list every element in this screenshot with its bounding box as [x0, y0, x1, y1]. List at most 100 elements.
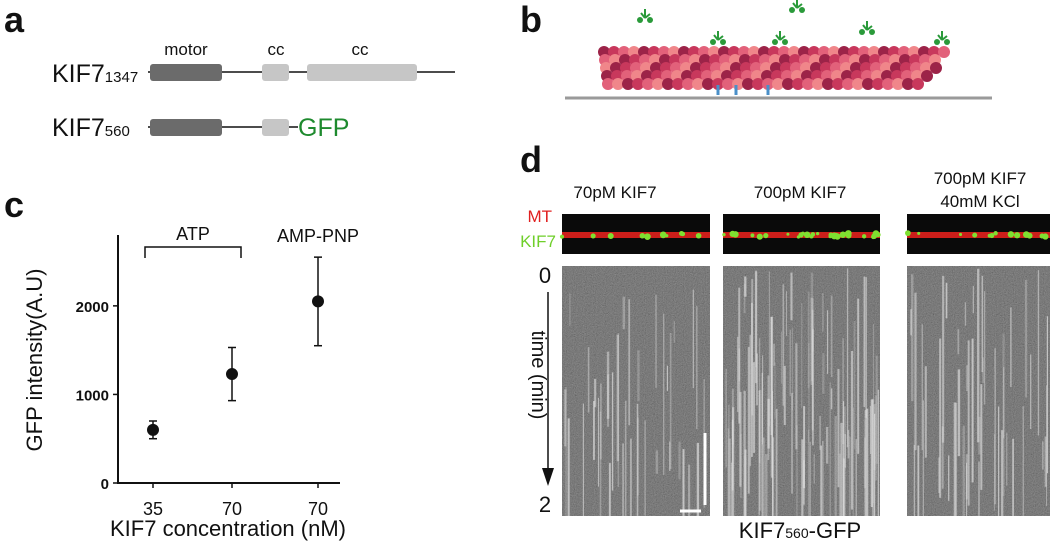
tubulin	[822, 78, 834, 90]
kymograph-track	[842, 401, 845, 516]
kymograph-track	[957, 329, 960, 355]
kif7-signal	[1014, 232, 1021, 239]
kymograph-track	[993, 434, 996, 511]
kymograph-track	[796, 425, 798, 516]
motor	[713, 31, 724, 41]
tubulin	[652, 78, 664, 90]
chart: c ATP AMP-PNP GFP intensity(A.U) KIF7 co…	[4, 184, 359, 541]
kymograph-track	[663, 313, 665, 475]
kymograph-track	[954, 402, 958, 516]
kymograph-track	[811, 329, 814, 446]
kymograph-track	[594, 378, 597, 408]
kymograph-track	[636, 417, 640, 496]
kymograph-track	[666, 365, 668, 391]
tubulin	[602, 78, 614, 90]
kymograph-track	[811, 309, 814, 431]
annotation: AMP-PNP	[277, 226, 359, 246]
kymograph-track	[600, 383, 602, 460]
kymograph-track	[840, 422, 843, 516]
kymograph-track	[759, 390, 762, 511]
domain-label: motor	[164, 40, 208, 59]
kymograph-track	[616, 334, 620, 462]
panel-label: c	[4, 184, 24, 225]
kymograph-track	[967, 340, 970, 506]
tubulin	[912, 78, 924, 90]
kif7-signal	[989, 233, 995, 239]
kymograph-track	[863, 276, 866, 408]
kymograph-track	[844, 434, 846, 468]
motor	[792, 0, 803, 9]
construct-name: KIF71347	[52, 60, 138, 88]
kymograph-track	[762, 355, 764, 445]
kymograph-track	[673, 321, 675, 343]
kymograph-track	[871, 399, 875, 516]
point	[226, 368, 238, 381]
y-tick-label: 1000	[76, 387, 109, 404]
kymograph-track	[622, 296, 626, 330]
kymograph-track	[744, 276, 747, 297]
kymograph-track	[773, 343, 775, 366]
motor-head	[647, 17, 653, 23]
kymograph-track	[850, 350, 854, 510]
kymograph-track	[738, 287, 741, 424]
kif7-signal	[828, 234, 832, 239]
point	[312, 295, 324, 308]
point	[147, 423, 159, 436]
kymograph-track	[569, 293, 571, 327]
kymograph-track	[809, 441, 811, 516]
motor	[937, 31, 948, 41]
motor	[775, 31, 786, 41]
cc-domain	[262, 64, 289, 81]
kymograph-track	[870, 399, 874, 508]
tubulin	[892, 78, 904, 90]
kymograph-track	[565, 387, 567, 516]
time-start: 0	[539, 263, 551, 288]
kif7-signal	[722, 232, 726, 237]
kymograph-track	[731, 407, 735, 516]
kymograph-track	[962, 425, 965, 516]
tubulin	[921, 70, 933, 82]
kif7-signal	[590, 233, 596, 239]
kymograph-track	[629, 438, 632, 516]
kymograph-track	[1044, 436, 1047, 487]
kymograph-track	[953, 402, 956, 516]
panel-label: b	[520, 0, 542, 40]
kymograph-track	[597, 397, 600, 487]
kif7-signal	[678, 230, 685, 237]
tubulin	[802, 78, 814, 90]
motor-head	[859, 29, 865, 35]
tubulin	[812, 78, 824, 90]
kymograph-track	[564, 389, 567, 447]
kymograph-track	[913, 444, 916, 516]
kymograph-track	[791, 393, 793, 494]
kif7-signal	[786, 232, 790, 236]
kymograph-track	[1012, 438, 1015, 516]
kymograph-track	[971, 338, 974, 483]
kymograph-track	[807, 429, 810, 516]
kymographs	[559, 214, 1050, 516]
motor-head	[869, 29, 875, 35]
condition-label: 700pM KIF7	[934, 169, 1027, 188]
tubulin	[852, 78, 864, 90]
cc-domain	[307, 64, 417, 81]
kymograph-track	[696, 305, 698, 430]
kymograph-track	[740, 434, 742, 498]
kif7-signal	[809, 234, 814, 239]
kif7-signal	[756, 233, 763, 240]
kif7-signal	[905, 230, 911, 237]
kymograph-track	[1002, 333, 1005, 497]
kymograph-track	[942, 275, 945, 443]
kymograph-track	[644, 420, 646, 516]
kif7-signal	[732, 231, 739, 238]
kymograph-track	[763, 437, 765, 516]
motor-head	[789, 7, 795, 13]
kymograph-track	[978, 461, 980, 516]
kymograph-track	[669, 441, 671, 471]
kymograph-track	[774, 362, 776, 419]
tubulin	[762, 78, 774, 90]
kymograph-track	[938, 457, 940, 494]
kymograph-track	[781, 331, 783, 384]
kif7-signal	[917, 231, 921, 235]
kymograph-track	[865, 277, 867, 418]
